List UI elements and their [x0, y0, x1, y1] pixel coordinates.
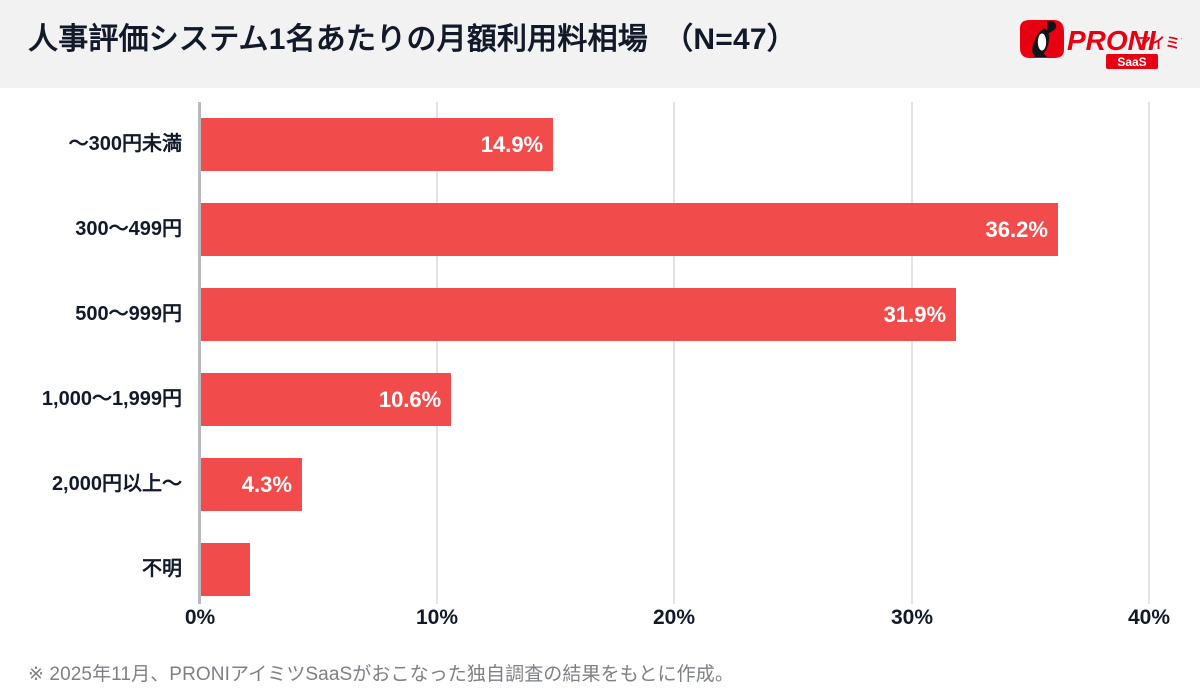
x-tick-label: 20%	[652, 606, 696, 629]
gridline-40	[1148, 102, 1150, 604]
logo-badge-text: SaaS	[1117, 55, 1146, 69]
bar-segment[interactable]	[200, 543, 250, 596]
source-note: ※ 2025年11月、PRONIアイミツSaaSがおこなった独自調査の結果をもと…	[28, 664, 734, 685]
bar-row: 300～499円 36.2%	[0, 187, 1200, 272]
logo-badge-bg	[1106, 54, 1158, 69]
category-label: 不明	[142, 558, 182, 580]
category-label: 2,000円以上～	[51, 473, 182, 495]
bar-row: 1,000～1,999円 10.6%	[0, 357, 1200, 442]
penguin-belly	[1037, 33, 1047, 51]
bar-row: 2,000円以上～ 4.3%	[0, 442, 1200, 527]
bar-segment[interactable]	[200, 458, 302, 511]
bar-value-label: 36.2%	[985, 217, 1048, 242]
x-tick-label: 0%	[184, 606, 216, 629]
chart-header: 人事評価システム1名あたりの月額利用料相場 （N=47） PRONI アイミツ	[0, 0, 1200, 88]
bar-row: 不明	[0, 527, 1200, 612]
x-tick-label: 30%	[890, 606, 934, 629]
logo-brand-text: PRONI	[1067, 25, 1157, 56]
logo-svg: PRONI アイミツ SaaS	[1020, 20, 1195, 69]
page-title: 人事評価システム1名あたりの月額利用料相場 （N=47）	[28, 23, 797, 56]
category-label: ～300円未満	[68, 133, 182, 155]
x-tick-label: 10%	[415, 606, 459, 629]
x-tick-label: 40%	[1127, 606, 1171, 629]
bar-segment[interactable]	[200, 118, 554, 171]
plot-area: ～300円未満 14.9% 300～499円 36.2% 500～999円 31…	[0, 88, 1200, 613]
bar-value-label: 10.6%	[378, 387, 442, 412]
gridline-20	[673, 102, 675, 604]
category-label: 500～999円	[75, 303, 182, 325]
bar-value-label	[200, 543, 250, 596]
bar-value-label: 31.9%	[883, 302, 947, 327]
bar-segment[interactable]	[200, 373, 452, 426]
x-axis: 0% 10% 20% 30% 40%	[0, 606, 1200, 640]
bar-row: 500～999円 31.9%	[0, 272, 1200, 357]
logo-subbrand-text: アイミツ	[1136, 35, 1182, 52]
category-label: 1,000～1,999円	[41, 388, 182, 410]
bar-value-label: 4.3%	[241, 472, 292, 497]
bar-value-label: 14.9%	[480, 132, 544, 157]
gridline-10	[436, 102, 438, 604]
proni-aimitsu-logo: PRONI アイミツ SaaS	[1014, 14, 1195, 74]
bar-segment[interactable]	[200, 288, 957, 341]
bar-row: ～300円未満 14.9%	[0, 102, 1200, 187]
category-label: 300～499円	[75, 218, 182, 240]
gridline-30	[911, 102, 913, 604]
y-axis-line	[198, 102, 201, 604]
bar-segment[interactable]	[200, 203, 1058, 256]
